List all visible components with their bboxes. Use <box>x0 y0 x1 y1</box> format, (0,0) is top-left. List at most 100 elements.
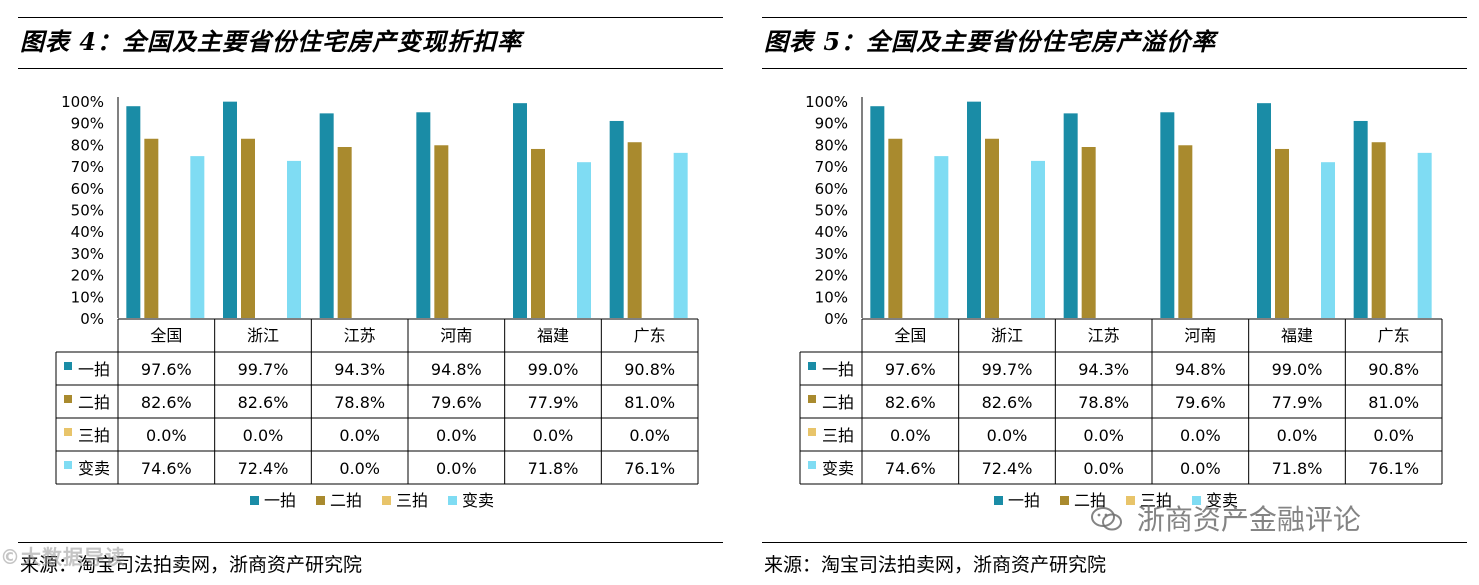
category-label: 福建 <box>1281 326 1313 345</box>
legend-swatch-二拍 <box>316 496 325 505</box>
category-label: 江苏 <box>1088 326 1120 345</box>
category-label: 全国 <box>894 326 926 345</box>
series-row-label: 二拍 <box>822 393 854 412</box>
bar-二拍-广东 <box>1371 142 1386 318</box>
bar-一拍-江苏 <box>1063 113 1078 318</box>
data-label: 82.6% <box>141 393 192 412</box>
legend-label: 三拍 <box>1140 491 1172 510</box>
data-label: 0.0% <box>339 426 380 445</box>
y-tick-label: 40% <box>71 223 104 241</box>
category-label: 河南 <box>1184 326 1216 345</box>
legend-label: 变卖 <box>1206 491 1238 510</box>
watermark-right-text: 浙商资产金融评论 <box>1136 503 1361 536</box>
bar-一拍-福建 <box>1257 103 1271 318</box>
y-tick-label: 10% <box>815 288 848 306</box>
data-label: 0.0% <box>1180 459 1221 478</box>
data-label: 99.0% <box>528 360 579 379</box>
data-label: 82.6% <box>982 393 1033 412</box>
legend-label: 二拍 <box>1074 491 1106 510</box>
data-label: 81.0% <box>624 393 675 412</box>
legend-key-二拍 <box>64 395 72 403</box>
legend-swatch-一拍 <box>994 496 1003 505</box>
y-tick-label: 20% <box>815 267 848 285</box>
bottom-rule <box>18 542 723 543</box>
data-label: 0.0% <box>629 426 670 445</box>
data-label: 99.7% <box>982 360 1033 379</box>
legend-swatch-变卖 <box>1192 496 1201 505</box>
bar-二拍-河南 <box>1178 145 1193 318</box>
data-label: 76.1% <box>624 459 675 478</box>
data-label: 71.8% <box>528 459 579 478</box>
bar-二拍-浙江 <box>985 138 999 318</box>
data-label: 71.8% <box>1272 459 1323 478</box>
data-label: 82.6% <box>238 393 289 412</box>
data-label: 94.3% <box>1078 360 1129 379</box>
series-row-label: 三拍 <box>822 426 854 445</box>
category-label: 福建 <box>537 326 569 345</box>
bar-变卖-广东 <box>1417 152 1432 318</box>
bar-变卖-浙江 <box>287 160 301 318</box>
data-label: 74.6% <box>885 459 936 478</box>
data-label: 72.4% <box>982 459 1033 478</box>
legend-label: 三拍 <box>396 491 428 510</box>
category-label: 河南 <box>440 326 472 345</box>
data-label: 0.0% <box>533 426 574 445</box>
bar-二拍-江苏 <box>337 147 352 318</box>
y-tick-label: 10% <box>71 288 104 306</box>
category-label: 全国 <box>150 326 182 345</box>
bar-二拍-全国 <box>144 138 159 318</box>
title-rule <box>762 68 1467 69</box>
data-label: 77.9% <box>1272 393 1323 412</box>
y-tick-label: 30% <box>815 245 848 263</box>
bar-二拍-河南 <box>434 145 449 318</box>
legend-key-三拍 <box>808 428 816 436</box>
top-rule <box>18 17 723 18</box>
y-tick-label: 90% <box>815 115 848 133</box>
series-row-label: 变卖 <box>822 459 854 478</box>
legend-key-变卖 <box>64 461 72 469</box>
y-tick-label: 20% <box>71 267 104 285</box>
y-tick-label: 80% <box>71 136 104 154</box>
category-label: 广东 <box>634 326 666 345</box>
y-tick-label: 0% <box>80 310 104 328</box>
data-label: 0.0% <box>1180 426 1221 445</box>
top-rule <box>762 17 1467 18</box>
data-label: 99.7% <box>238 360 289 379</box>
data-label: 72.4% <box>238 459 289 478</box>
bar-一拍-福建 <box>513 103 527 318</box>
data-label: 79.6% <box>1175 393 1226 412</box>
bar-变卖-广东 <box>673 152 688 318</box>
watermark-left: ©大数据导读 <box>0 545 126 569</box>
figure-title: 图表 5：全国及主要省份住宅房产溢价率 <box>764 27 1217 56</box>
legend-swatch-三拍 <box>382 496 391 505</box>
data-label: 0.0% <box>1083 459 1124 478</box>
bar-变卖-全国 <box>934 156 949 318</box>
bottom-rule <box>762 542 1467 543</box>
wechat-icon <box>1091 507 1122 531</box>
data-label: 94.8% <box>431 360 482 379</box>
series-row-label: 一拍 <box>78 360 110 379</box>
data-label: 74.6% <box>141 459 192 478</box>
bar-chart: 0% 10% 20% 30% 40% 50% 60% 70% 80% 90% 100% 全国 浙江 江苏 河… <box>55 93 699 510</box>
series-row-label: 三拍 <box>78 426 110 445</box>
bar-一拍-全国 <box>870 106 885 318</box>
legend-label: 一拍 <box>264 491 296 510</box>
bar-二拍-福建 <box>531 148 545 318</box>
data-label: 90.8% <box>624 360 675 379</box>
data-label: 0.0% <box>1083 426 1124 445</box>
data-label: 0.0% <box>436 459 477 478</box>
data-label: 97.6% <box>141 360 192 379</box>
bar-变卖-浙江 <box>1031 160 1045 318</box>
data-label: 0.0% <box>890 426 931 445</box>
bar-变卖-全国 <box>190 156 205 318</box>
figure-5: 图表 5：全国及主要省份住宅房产溢价率 0% 10% 20% 30% 40% 50% 60%… <box>762 0 1467 585</box>
title-rule <box>18 68 723 69</box>
y-tick-label: 70% <box>815 158 848 176</box>
y-tick-label: 90% <box>71 115 104 133</box>
legend-swatch-二拍 <box>1060 496 1069 505</box>
y-tick-label: 40% <box>815 223 848 241</box>
source-note: 来源：淘宝司法拍卖网，浙商资产研究院 <box>764 554 1107 576</box>
bar-一拍-全国 <box>126 106 141 318</box>
bar-二拍-江苏 <box>1081 147 1096 318</box>
bar-变卖-福建 <box>577 162 591 318</box>
